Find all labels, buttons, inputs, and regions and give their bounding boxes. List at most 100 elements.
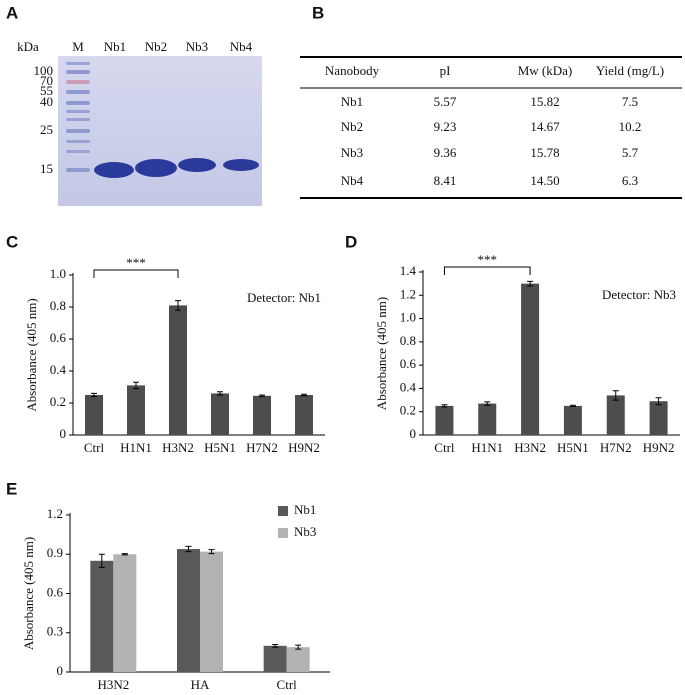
y-tick-label: 0 — [410, 426, 417, 441]
y-axis-title: Absorbance (405 nm) — [374, 297, 389, 410]
table-cell: 5.7 — [622, 145, 639, 160]
marker-label: 40 — [40, 94, 53, 109]
error-bar — [527, 280, 534, 287]
y-tick-label: 0.8 — [50, 298, 66, 313]
bar — [649, 401, 668, 435]
bar — [253, 395, 271, 435]
y-tick-label: 1.0 — [50, 266, 66, 281]
table-cell: 14.67 — [530, 119, 560, 134]
lane-label: M — [72, 39, 84, 54]
legend-label: Nb3 — [294, 524, 316, 539]
ladder-band — [66, 150, 90, 153]
table-header: Mw (kDa) — [518, 63, 573, 78]
lane-label: Nb2 — [145, 39, 167, 54]
bar — [606, 395, 625, 435]
ladder-band — [66, 168, 90, 172]
x-tick-label: H9N2 — [288, 440, 320, 455]
x-tick-label: H9N2 — [643, 440, 675, 455]
bar — [295, 395, 313, 435]
error-bar — [175, 300, 181, 311]
table-cell: Nb1 — [341, 94, 363, 109]
x-tick-label: H1N1 — [471, 440, 503, 455]
y-tick-label: 0.2 — [400, 403, 416, 418]
error-bar — [98, 553, 105, 568]
table-cell: 9.23 — [434, 119, 457, 134]
gel-unit: kDa — [17, 39, 39, 54]
ladder-band — [66, 118, 90, 121]
error-bar — [133, 381, 139, 390]
table-cell: 8.41 — [434, 173, 457, 188]
panel-label: D — [345, 232, 357, 251]
x-tick-label: H3N2 — [162, 440, 194, 455]
annotation: Detector: Nb1 — [247, 290, 321, 305]
protein-band — [135, 159, 177, 177]
y-tick-label: 1.2 — [400, 286, 416, 301]
marker-label: 55 — [40, 83, 53, 98]
lane-label: Nb1 — [104, 39, 126, 54]
x-tick-label: H3N2 — [97, 677, 129, 692]
legend-label: Nb1 — [294, 502, 316, 517]
marker-label: 70 — [40, 73, 53, 88]
bar — [521, 283, 540, 435]
marker-label: 25 — [40, 122, 53, 137]
error-bar — [295, 644, 302, 650]
y-tick-label: 1.2 — [47, 506, 63, 521]
bar — [478, 403, 497, 435]
error-bar — [91, 392, 97, 398]
legend-swatch — [278, 506, 288, 516]
error-bar — [569, 404, 576, 407]
error-bar — [208, 549, 215, 555]
error-bar — [612, 390, 619, 401]
y-tick-label: 1.4 — [400, 263, 417, 278]
panel-label: B — [312, 3, 324, 22]
x-tick-label: H1N1 — [120, 440, 152, 455]
x-tick-label: Ctrl — [277, 677, 298, 692]
panel-label: A — [6, 3, 18, 22]
bar — [169, 305, 187, 435]
marker-label: 15 — [40, 161, 53, 176]
bar — [563, 405, 582, 435]
x-tick-label: H7N2 — [246, 440, 278, 455]
bar — [286, 647, 310, 672]
table-header: pI — [440, 63, 451, 78]
significance-label: *** — [478, 252, 498, 267]
x-tick-label: Ctrl — [434, 440, 455, 455]
y-tick-label: 0.6 — [50, 330, 67, 345]
error-bar — [301, 393, 307, 397]
ladder-band — [66, 110, 90, 113]
table-cell: Nb4 — [341, 173, 364, 188]
y-tick-label: 0 — [60, 426, 67, 441]
bar — [435, 405, 454, 435]
y-tick-label: 0.9 — [47, 545, 63, 560]
annotation: Detector: Nb3 — [602, 287, 676, 302]
ladder-band — [66, 101, 90, 105]
x-tick-label: H3N2 — [514, 440, 546, 455]
table-cell: Nb2 — [341, 119, 363, 134]
ladder-band — [66, 90, 90, 94]
lane-label: Nb4 — [230, 39, 253, 54]
bar — [200, 551, 223, 672]
y-tick-label: 0.6 — [47, 584, 64, 599]
y-tick-label: 0.8 — [400, 333, 416, 348]
y-axis-title: Absorbance (405 nm) — [24, 298, 39, 411]
significance-bracket — [443, 266, 531, 275]
y-tick-label: 1.0 — [400, 310, 416, 325]
bar — [85, 395, 103, 435]
panel-label: C — [6, 232, 18, 251]
x-tick-label: H7N2 — [600, 440, 632, 455]
bar — [263, 645, 287, 672]
x-tick-label: HA — [191, 677, 210, 692]
y-tick-label: 0.6 — [400, 356, 417, 371]
panel-label: E — [6, 479, 17, 498]
table-cell: 7.5 — [622, 94, 638, 109]
table-cell: Nb3 — [341, 145, 363, 160]
table-cell: 6.3 — [622, 173, 638, 188]
x-tick-label: H5N1 — [204, 440, 236, 455]
protein-band — [223, 159, 259, 171]
ladder-band — [66, 62, 90, 65]
legend-swatch — [278, 528, 288, 538]
significance-label: *** — [126, 255, 146, 270]
y-tick-label: 0.4 — [400, 379, 417, 394]
y-axis-title: Absorbance (405 nm) — [21, 537, 36, 650]
